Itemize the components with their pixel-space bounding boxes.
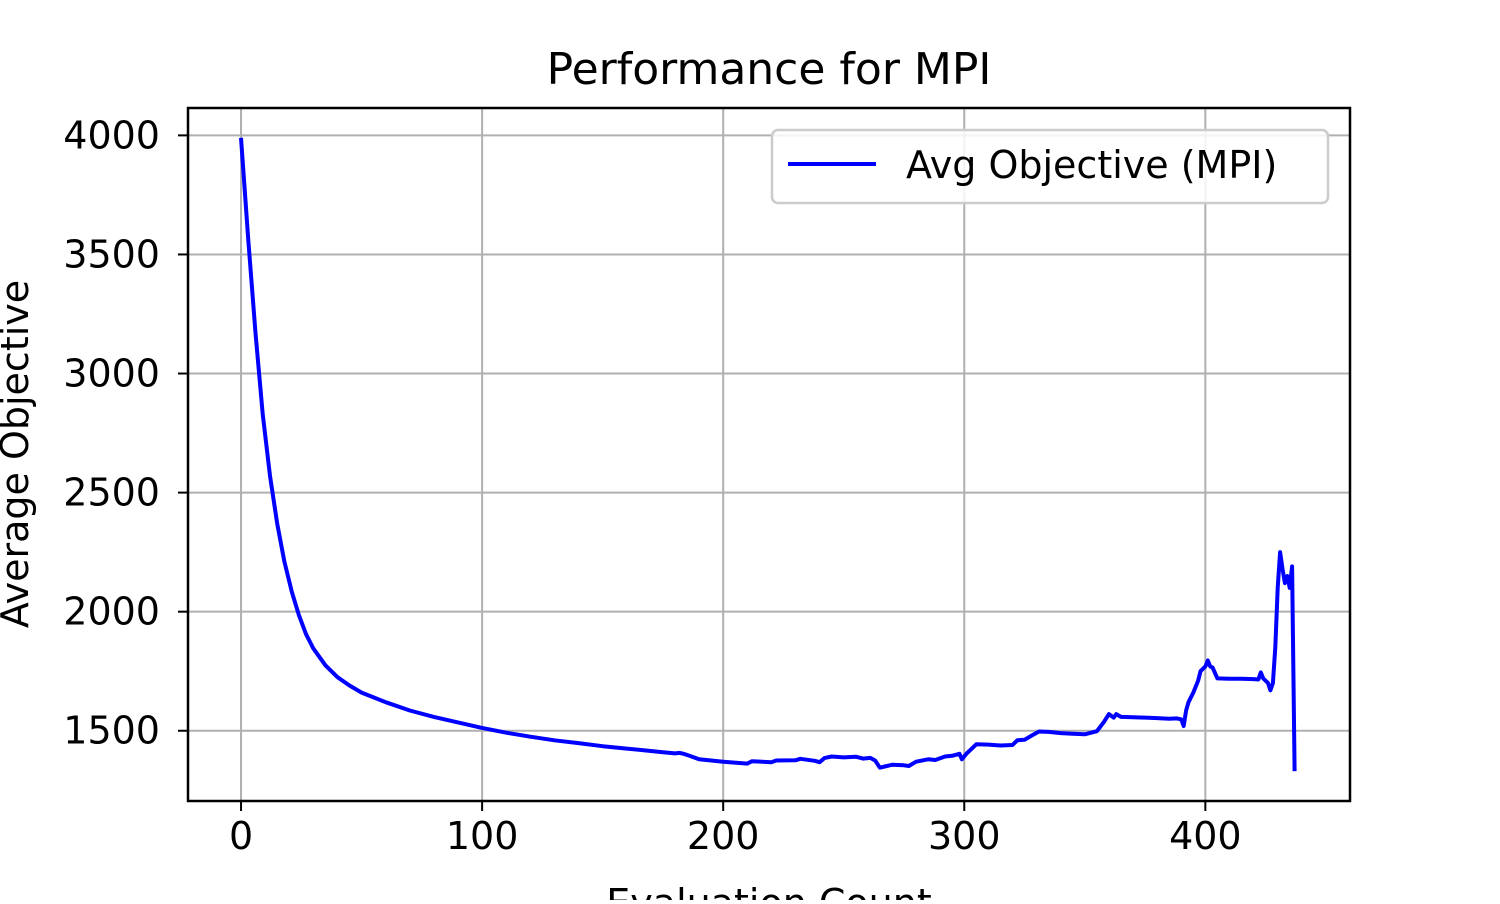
y-tick-label: 3000 [63, 352, 160, 396]
x-tick-label: 200 [687, 814, 760, 858]
plot-area-frame [186, 106, 1352, 803]
chart-title: Performance for MPI [547, 44, 992, 95]
x-tick-label: 100 [446, 814, 519, 858]
y-tick-label: 4000 [63, 113, 160, 157]
x-tick-label: 300 [928, 814, 1001, 858]
x-tick-label: 0 [229, 814, 253, 858]
y-tick-label: 2500 [63, 471, 160, 515]
y-tick-label: 2000 [63, 590, 160, 634]
legend: Avg Objective (MPI) [770, 128, 1330, 205]
axis-ticks: 0 100 200 300 400 1500 2000 2500 3000 3500 4000 [63, 113, 1241, 858]
legend-label-avg-objective: Avg Objective (MPI) [906, 143, 1277, 187]
y-tick-label: 3500 [63, 232, 160, 276]
x-axis-label: Evaluation Count [606, 881, 931, 900]
x-tick-label: 400 [1169, 814, 1242, 858]
legend-box [770, 128, 1330, 205]
y-tick-label: 1500 [63, 709, 160, 753]
y-axis-label: Average Objective [0, 280, 37, 628]
series-line-avg-objective [239, 137, 1297, 772]
series-layer [239, 137, 1297, 772]
